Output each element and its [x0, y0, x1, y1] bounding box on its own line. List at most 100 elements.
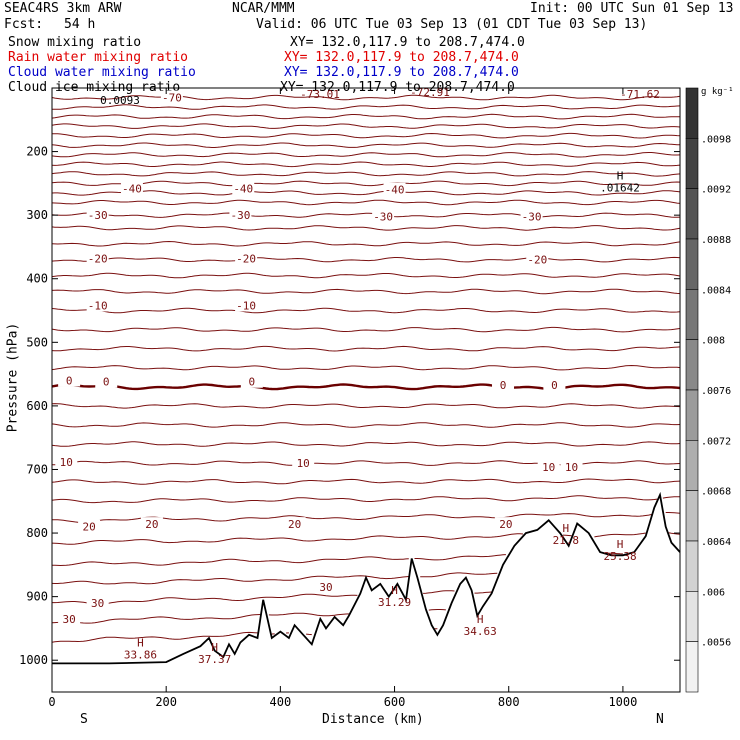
temperature-label: 20: [145, 518, 158, 531]
colorbar-label: .0056: [701, 638, 731, 649]
x-axis-ticks: 0 200 400 600 800 1000: [48, 88, 637, 709]
temperature-label: 20: [82, 521, 95, 534]
y-tick-label: 700: [26, 462, 48, 476]
high-value: 21.8: [553, 534, 580, 547]
isotherm-line: [51, 256, 681, 263]
label-mask: [537, 459, 560, 473]
temperature-label: -10: [236, 299, 256, 312]
color-bar: .0098 .0092 .0088 .0084 .008 .0076 .0072 .0068.…: [685, 87, 734, 693]
label-mask: [315, 580, 338, 594]
temperature-label: -30: [230, 209, 250, 222]
isotherm-line: [51, 383, 681, 391]
label-mask: [58, 373, 81, 387]
high-value: 34.63: [464, 625, 497, 638]
y-tick-label: 1000: [19, 653, 48, 667]
colorbar-label: .0098: [701, 134, 731, 145]
isotherm-line: [51, 478, 681, 485]
isotherm-line: [51, 199, 681, 206]
label-mask: [55, 454, 78, 468]
south-end-label: S: [80, 712, 88, 727]
isotherm-line: [51, 171, 681, 177]
y-tick-label: 600: [26, 399, 48, 413]
x-tick-label: 400: [270, 695, 292, 709]
valid-time: Valid: 06 UTC Tue 03 Sep 13 (01 CDT Tue …: [256, 17, 648, 32]
high-value: 31.29: [378, 596, 411, 609]
y-tick-label: 200: [26, 145, 48, 159]
isotherm-contours: [51, 94, 681, 643]
isotherm-line: [51, 572, 498, 585]
label-mask: [86, 595, 109, 609]
y-tick-label: 900: [26, 590, 48, 604]
isotherm-line: [51, 441, 681, 447]
colorbar-label: .0076: [701, 386, 731, 397]
colorbar-label: .0088: [701, 235, 731, 246]
temperature-label: 20: [499, 518, 512, 531]
label-mask: [526, 252, 549, 266]
top-extreme-label: -73.01: [300, 88, 340, 101]
high-marker: H: [137, 637, 144, 650]
high-value: 33.86: [124, 649, 157, 662]
colorbar-label: .0092: [701, 185, 731, 196]
x-tick-label: 800: [498, 695, 520, 709]
high-marker: H: [617, 169, 624, 182]
colorbar-label: .0084: [701, 285, 731, 296]
label-mask: [492, 377, 515, 391]
x-tick-label: 0: [48, 695, 55, 709]
isotherm-line: [51, 94, 681, 101]
x-tick-label: 200: [155, 695, 177, 709]
field-rain-name: Rain water mixing ratio: [8, 50, 189, 65]
isotherm-line: [51, 190, 681, 196]
high-marker: H: [563, 522, 570, 535]
temperature-label: -70: [162, 92, 182, 105]
colorbar-swatch: [685, 238, 699, 290]
top-extreme-label: 0.0093: [100, 94, 140, 107]
x-tick-label: 600: [384, 695, 406, 709]
colorbar-swatch: [685, 540, 699, 592]
label-mask: [235, 298, 258, 312]
label-mask: [383, 182, 406, 196]
temperature-label: -40: [233, 182, 253, 195]
temperature-label: 30: [319, 581, 332, 594]
label-mask: [95, 374, 118, 388]
colorbar-swatch: [685, 389, 699, 441]
high-marker: H: [391, 584, 398, 597]
terrain-profile: [52, 491, 681, 665]
isotherm-line: [51, 364, 681, 371]
isotherm-line: [51, 532, 681, 545]
x-axis-title: Distance (km): [322, 712, 424, 727]
field-rain-xy: XY= 132.0,117.9 to 208.7,474.0: [284, 50, 519, 65]
label-mask: [78, 519, 101, 533]
temperature-label: -40: [122, 182, 142, 195]
isotherm-line: [51, 345, 681, 352]
contour-labels: -70 -40 -40 -40 -30 -30 -30 -30 -20 -20 -20 -10 -10 0…: [55, 86, 660, 666]
temperature-label: 10: [297, 457, 310, 470]
temperature-label: -10: [88, 299, 108, 312]
colorbar-swatch: [685, 289, 699, 340]
temperature-label: -40: [385, 184, 405, 197]
temperature-label: -30: [373, 210, 393, 223]
isotherm-line: [51, 225, 681, 231]
isotherm-line: [52, 512, 681, 523]
label-mask: [560, 459, 583, 473]
isotherm-line: [51, 212, 681, 218]
temperature-label: -30: [88, 209, 108, 222]
colorbar-swatch: [685, 490, 699, 542]
isotherm-line: [51, 552, 623, 567]
y-tick-label: 800: [26, 526, 48, 540]
isotherm-line: [52, 610, 477, 624]
label-mask: [86, 251, 109, 265]
temperature-label: 30: [63, 613, 76, 626]
isotherm-line: [51, 326, 681, 333]
isotherm-line: [51, 403, 681, 409]
isotherm-line: [51, 104, 681, 110]
label-mask: [58, 611, 81, 625]
center-title: NCAR/MMM: [232, 1, 295, 16]
plot-frame: [51, 87, 681, 693]
high-value: 37.37: [198, 653, 231, 666]
isotherm-line: [51, 628, 438, 643]
isotherm-line: [51, 240, 681, 247]
model-title: SEAC4RS 3km ARW: [4, 1, 122, 16]
colorbar-label: .008: [701, 336, 725, 347]
isotherm-line: [51, 307, 681, 314]
